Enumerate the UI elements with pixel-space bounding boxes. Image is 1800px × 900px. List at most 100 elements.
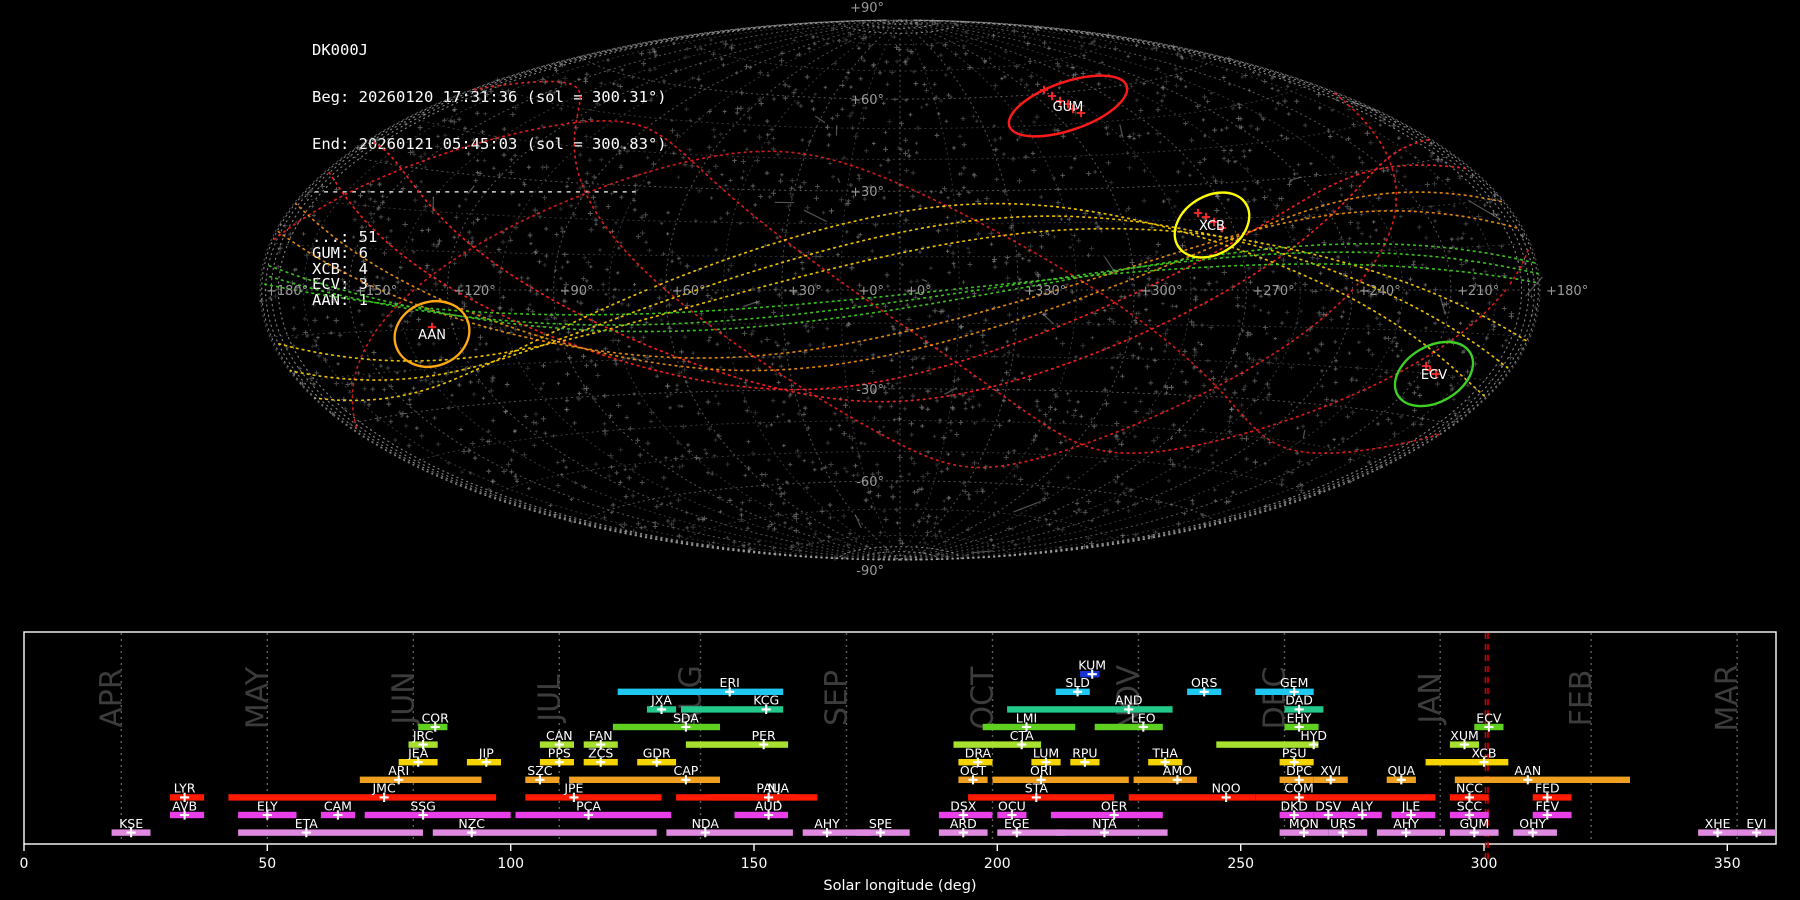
shower-bar[interactable] xyxy=(1454,776,1630,783)
sky-latitude-tick-label: -90° xyxy=(856,564,884,579)
shower-bar[interactable] xyxy=(1376,829,1445,836)
shower-bar[interactable] xyxy=(1128,794,1256,801)
timeline-svg[interactable]: APR MAY JUN JUL AUG SEP OCT NOV DEC JAN FEB MAR KUM… xyxy=(0,628,1800,900)
shower-bar-label: LEO xyxy=(1131,710,1156,725)
month-label: SEP xyxy=(819,670,854,726)
shower-bar[interactable] xyxy=(710,794,818,801)
shower-peak-marker xyxy=(725,687,735,697)
shower-peak-marker xyxy=(418,810,428,820)
shower-bar[interactable] xyxy=(1255,688,1314,695)
shower-peak-marker xyxy=(1021,722,1032,732)
sky-latitude-tick-label: +60° xyxy=(850,93,884,108)
shower-bar[interactable] xyxy=(515,811,672,819)
shower-bar[interactable] xyxy=(1133,776,1197,783)
shower-bar[interactable] xyxy=(364,811,511,819)
shower-bar[interactable] xyxy=(1055,688,1090,695)
month-label: FEB xyxy=(1564,670,1599,727)
shower-bar[interactable] xyxy=(992,776,1129,783)
shower-bar[interactable] xyxy=(1050,811,1163,819)
shower-bar-label: FEV xyxy=(1535,798,1559,813)
shower-peak-marker xyxy=(333,810,343,820)
shower-peak-marker xyxy=(1338,828,1348,838)
shower-bar[interactable] xyxy=(953,741,1042,748)
shower-bar-label: COR xyxy=(422,710,450,725)
shower-bar[interactable] xyxy=(1007,706,1173,713)
shower-bar-label: QUA xyxy=(1388,763,1416,778)
radiant-ellipse-ecv[interactable] xyxy=(1384,329,1485,419)
shower-bar[interactable] xyxy=(612,723,720,731)
shower-bar[interactable] xyxy=(432,829,657,836)
shower-bar[interactable] xyxy=(569,776,720,783)
station-id: DK000J xyxy=(312,41,368,60)
shower-bar-label: JXA xyxy=(650,693,672,708)
shower-bar[interactable] xyxy=(968,794,1115,801)
sky-longitude-tick-label: +0° xyxy=(906,284,932,299)
shower-peak-marker xyxy=(764,792,774,802)
shower-bar[interactable] xyxy=(1255,794,1436,801)
shower-bar[interactable] xyxy=(1094,723,1163,731)
radiant-ellipse-label: AAN xyxy=(418,328,446,343)
shower-bar-label: AHY xyxy=(1393,816,1419,831)
shower-peak-marker xyxy=(761,704,771,714)
shower-bar[interactable] xyxy=(238,829,423,836)
radiant-ellipse-aan[interactable] xyxy=(385,291,478,377)
shower-peak-marker xyxy=(1542,810,1552,820)
month-label: DEC xyxy=(1257,666,1292,729)
shower-bar[interactable] xyxy=(1425,759,1509,766)
shower-bar[interactable] xyxy=(1532,811,1572,819)
shower-peak-marker xyxy=(1109,810,1119,820)
month-label: JAN xyxy=(1413,672,1448,725)
shower-bar-label: ORS xyxy=(1191,675,1218,690)
shower-bar-label: AAN xyxy=(1514,763,1541,778)
shower-peak-marker xyxy=(1172,775,1182,785)
sky-latitude-tick-label: +30° xyxy=(850,185,884,200)
shower-peak-marker xyxy=(968,775,978,785)
shower-bar-label: ORI xyxy=(1030,763,1052,778)
shower-bar[interactable] xyxy=(1055,829,1168,836)
shower-bar[interactable] xyxy=(1532,794,1572,801)
shower-bar-label: JPE xyxy=(563,781,583,796)
shower-bar[interactable] xyxy=(681,706,784,713)
month-label: JUN xyxy=(386,671,421,726)
shower-bar-label: LUM xyxy=(1033,746,1059,761)
shower-peak-marker xyxy=(1459,740,1470,750)
radiant-ellipse-gum[interactable] xyxy=(1002,63,1135,149)
shower-bar[interactable] xyxy=(997,829,1066,836)
shower-count-name: ... xyxy=(312,228,340,247)
timeline-frame xyxy=(23,631,1777,845)
shower-bar-label: RPU xyxy=(1072,746,1097,761)
shower-bar[interactable] xyxy=(802,829,871,836)
sky-latitude-tick-label: +90° xyxy=(850,1,884,16)
shower-bar-label: XCB xyxy=(1472,746,1497,761)
shower-peak-marker xyxy=(596,740,606,750)
shower-bar[interactable] xyxy=(525,794,662,801)
shower-bar-label: KCG xyxy=(753,693,779,708)
shower-peak-marker xyxy=(1160,757,1170,767)
shower-bar[interactable] xyxy=(1216,741,1319,748)
shower-radiant-ellipses[interactable]: AAN GUM XCB ECV xyxy=(385,63,1484,419)
shower-peak-marker xyxy=(1751,828,1762,838)
shower-peak-marker xyxy=(430,722,440,732)
shower-bar-label: DRA xyxy=(965,746,992,761)
shower-bar-label: ELY xyxy=(257,798,278,813)
sky-longitude-tick-label: +30° xyxy=(788,284,822,299)
shower-peak-marker xyxy=(656,704,667,714)
shower-bar[interactable] xyxy=(228,794,497,801)
shower-peak-marker xyxy=(1294,704,1304,714)
radiant-ellipse-xcb[interactable] xyxy=(1163,179,1262,271)
shower-bar-label: SPE xyxy=(869,816,892,831)
shower-bar-label: ECV xyxy=(1476,710,1502,725)
shower-peak-marker xyxy=(1528,828,1538,838)
sky-longitude-tick-label: +270° xyxy=(1252,284,1294,299)
month-gridlines-and-labels: APR MAY JUN JUL AUG SEP OCT NOV DEC JAN FEB MAR xyxy=(94,633,1745,843)
shower-peak-marker xyxy=(180,810,190,820)
shower-activity-bars[interactable]: KUM ERI SLD ORS GEM JXA KCG AND DAD COR SDA LMI LEO E… xyxy=(111,658,1776,838)
shower-bar[interactable] xyxy=(617,688,784,695)
shower-bar[interactable] xyxy=(1328,829,1368,836)
shower-bar[interactable] xyxy=(1284,706,1324,713)
shower-bar[interactable] xyxy=(666,829,793,836)
shower-bar[interactable] xyxy=(685,741,789,748)
sky-map-svg[interactable]: +180° +150° +120° +90° +60° +30° +0° +330° +300°… xyxy=(0,0,1800,630)
shower-bar[interactable] xyxy=(359,776,482,783)
shower-bar[interactable] xyxy=(734,811,789,819)
